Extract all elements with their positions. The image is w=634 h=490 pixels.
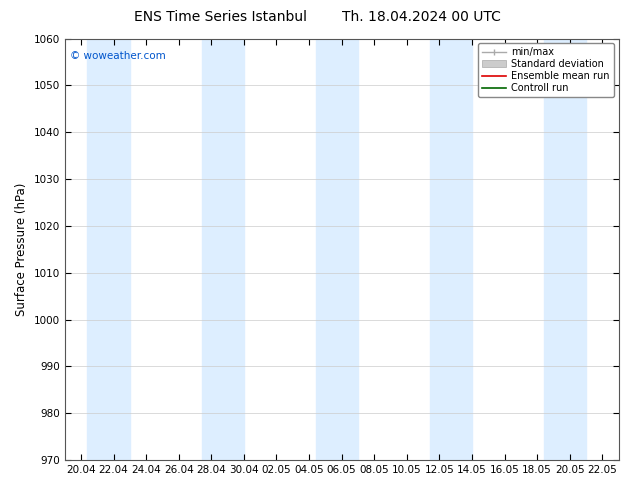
- Bar: [87, 39, 130, 460]
- Bar: [316, 39, 358, 460]
- Bar: [202, 39, 244, 460]
- Bar: [430, 39, 472, 460]
- Bar: [543, 39, 586, 460]
- Text: ENS Time Series Istanbul        Th. 18.04.2024 00 UTC: ENS Time Series Istanbul Th. 18.04.2024 …: [134, 10, 500, 24]
- Text: © woweather.com: © woweather.com: [70, 51, 166, 61]
- Y-axis label: Surface Pressure (hPa): Surface Pressure (hPa): [15, 183, 28, 316]
- Legend: min/max, Standard deviation, Ensemble mean run, Controll run: min/max, Standard deviation, Ensemble me…: [478, 44, 614, 97]
